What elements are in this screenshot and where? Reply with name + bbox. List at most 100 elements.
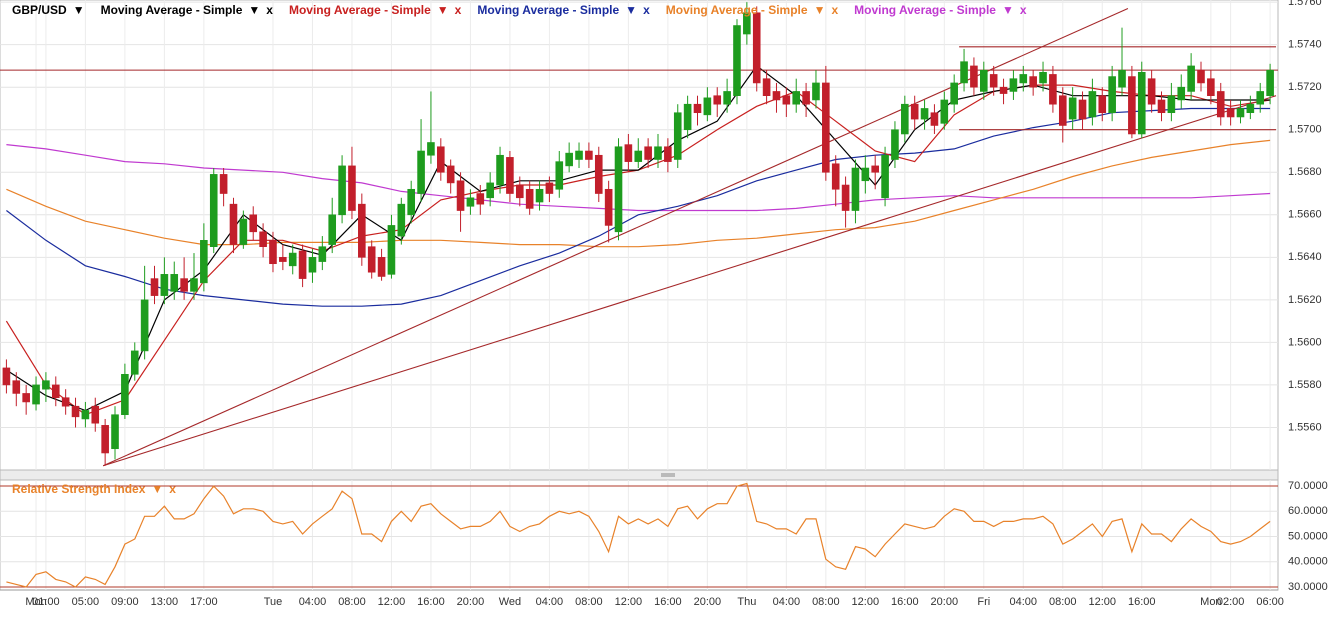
x-tick-label: 16:00: [891, 596, 919, 608]
candle-body: [1147, 78, 1156, 105]
candle-body: [901, 103, 909, 135]
candle-body: [61, 397, 70, 407]
candle-body: [1019, 74, 1028, 84]
candle-body: [1058, 95, 1067, 126]
close-icon[interactable]: x: [266, 3, 273, 17]
close-icon[interactable]: x: [643, 3, 650, 17]
candle-body: [752, 12, 761, 84]
candle-body: [140, 299, 149, 352]
candle-body: [417, 150, 425, 194]
close-icon[interactable]: x: [454, 3, 462, 17]
candle-body: [861, 167, 870, 182]
x-tick-label: 02:00: [1217, 596, 1245, 608]
candle-body: [22, 393, 30, 403]
rsi-title[interactable]: Relative Strength Index: [12, 482, 146, 496]
legend-entry[interactable]: Moving Average - Simple: [854, 3, 996, 17]
candle-body: [950, 82, 958, 105]
legend-entry[interactable]: Moving Average - Simple: [477, 3, 620, 17]
rsi-plot: [0, 482, 1278, 588]
x-tick-label: 09:00: [111, 596, 139, 608]
candle-body: [298, 250, 307, 279]
close-icon[interactable]: x: [1019, 3, 1027, 17]
candle-body: [703, 97, 712, 116]
candle-body: [358, 203, 366, 258]
candle-body: [427, 142, 435, 156]
candle-body: [91, 405, 100, 424]
candle-body: [1207, 78, 1215, 97]
candle-body: [624, 144, 633, 162]
dropdown-icon[interactable]: ▼: [625, 3, 638, 17]
x-tick-label: 08:00: [812, 596, 840, 608]
candle-body: [575, 150, 583, 160]
x-tick-label: Mon: [25, 596, 46, 608]
candle-body: [881, 154, 889, 199]
candle-body: [1246, 103, 1255, 114]
candle-body: [940, 99, 949, 124]
candle-body: [1108, 76, 1116, 114]
legend-entry[interactable]: Moving Average - Simple: [288, 3, 431, 17]
x-tick-label: Mon: [1200, 596, 1221, 608]
x-tick-label: 12:00: [615, 596, 643, 608]
candle-body: [644, 146, 652, 160]
moving-average-line: [6, 65, 1271, 412]
candle-body: [506, 157, 514, 194]
candle-body: [348, 165, 356, 211]
rsi-tick-label: 40.0000: [1288, 556, 1328, 568]
rsi-tick-label: 30.0000: [1288, 581, 1328, 593]
candle-body: [634, 150, 643, 162]
candle-body: [525, 188, 534, 209]
close-icon[interactable]: x: [831, 3, 839, 17]
x-tick-label: 04:00: [773, 596, 801, 608]
dropdown-icon[interactable]: ▼: [72, 3, 85, 17]
candle-body: [219, 174, 228, 194]
dropdown-icon[interactable]: ▼: [436, 3, 449, 17]
rsi-legend: Relative Strength Index ▼ x: [12, 482, 182, 496]
x-tick-label: 12:00: [852, 596, 880, 608]
candle-body: [1098, 95, 1107, 114]
legend-entry[interactable]: Moving Average - Simple: [665, 3, 808, 17]
candle-body: [377, 257, 386, 277]
candle-body: [743, 12, 751, 35]
y-tick-label: 1.5740: [1288, 39, 1322, 51]
candle-body: [999, 86, 1008, 94]
y-tick-label: 1.5620: [1288, 294, 1322, 306]
panel-splitter[interactable]: [0, 469, 1279, 481]
dropdown-icon[interactable]: ▼: [1001, 3, 1014, 17]
legend-entry[interactable]: Moving Average - Simple: [100, 3, 243, 17]
x-tick-label: 05:00: [72, 596, 100, 608]
y-tick-label: 1.5660: [1288, 209, 1322, 221]
x-tick-label: Wed: [499, 596, 521, 608]
x-tick-label: 20:00: [457, 596, 485, 608]
candle-body: [32, 384, 40, 405]
x-tick-label: 16:00: [1128, 596, 1156, 608]
candle-body: [308, 257, 317, 273]
x-tick-label: Tue: [264, 596, 283, 608]
candle-body: [51, 384, 60, 398]
x-tick-label: 04:00: [1010, 596, 1038, 608]
close-icon[interactable]: x: [169, 482, 176, 496]
candle-body: [1187, 65, 1195, 92]
x-tick-label: 08:00: [575, 596, 603, 608]
candle-body: [545, 182, 554, 194]
candle-body: [387, 225, 396, 275]
x-tick-label: 16:00: [654, 596, 682, 608]
x-tick-label: 20:00: [694, 596, 722, 608]
dropdown-icon[interactable]: ▼: [151, 482, 164, 496]
candle-body: [249, 214, 258, 233]
candle-body: [733, 25, 741, 97]
dropdown-icon[interactable]: ▼: [813, 3, 826, 17]
candle-body: [565, 152, 573, 167]
x-tick-label: 17:00: [190, 596, 218, 608]
candle-body: [1088, 91, 1097, 118]
candle-body: [1128, 76, 1136, 135]
candle-body: [486, 182, 494, 199]
candle-body: [664, 146, 672, 162]
candle-body: [822, 82, 830, 173]
candle-body: [831, 163, 840, 190]
candle-body: [515, 184, 524, 199]
candle-body: [229, 203, 238, 245]
y-tick-label: 1.5640: [1288, 251, 1322, 263]
dropdown-icon[interactable]: ▼: [248, 3, 261, 17]
y-tick-label: 1.5700: [1288, 124, 1322, 136]
symbol[interactable]: GBP/USD: [12, 3, 67, 17]
